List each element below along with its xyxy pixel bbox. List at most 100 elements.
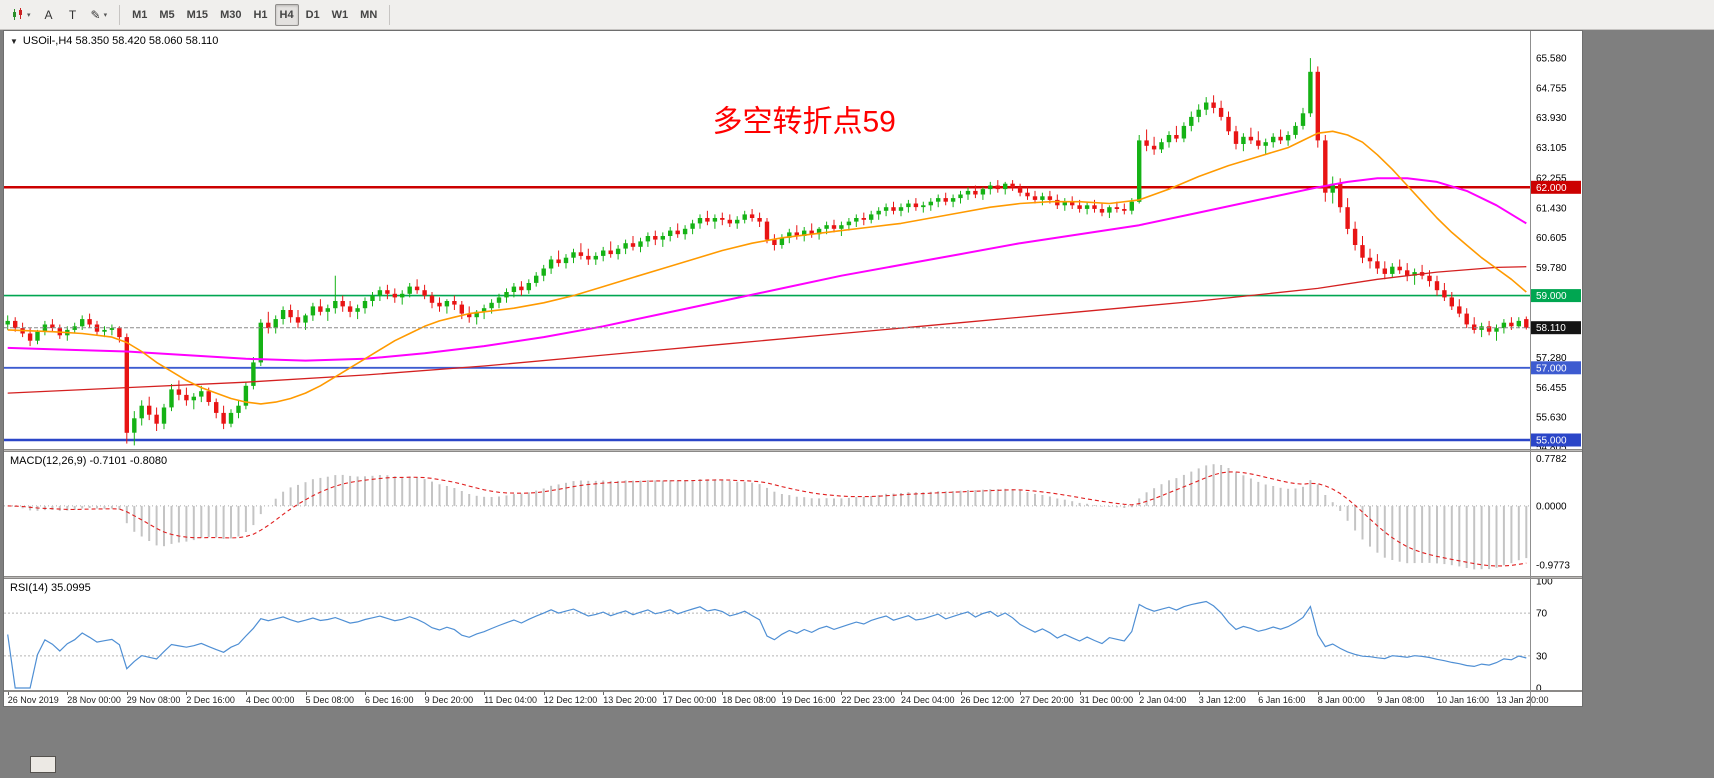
main-chart-canvas[interactable]: 65.580 64.755 63.930 63.105 62.255 61.430 60.6… [4, 31, 1582, 449]
time-axis-label: 26 Nov 2019 [7, 695, 59, 705]
timeframe-button-group: M1 M5 M15 M30 H1 H4 D1 W1 MN [127, 3, 382, 26]
ma-mid-magenta[interactable] [7, 177, 1527, 362]
svg-text:63.930: 63.930 [1536, 113, 1567, 124]
svg-text:56.455: 56.455 [1536, 383, 1567, 394]
candlestick-chart-icon [11, 8, 24, 21]
timeframe-button-m1[interactable]: M1 [127, 4, 152, 26]
time-axis-tick [841, 692, 843, 695]
svg-text:0.0000: 0.0000 [1536, 501, 1567, 512]
time-axis-label: 10 Jan 16:00 [1437, 695, 1490, 705]
time-axis-tick [662, 692, 664, 695]
time-axis-tick [305, 692, 307, 695]
time-axis-tick [1139, 692, 1141, 695]
panel-divider[interactable] [4, 576, 1582, 579]
time-axis-tick [1377, 692, 1379, 695]
price-axis-ticks: 65.580 64.755 63.930 63.105 62.255 61.430 60.6… [1536, 54, 1567, 449]
time-axis-label: 5 Dec 08:00 [305, 695, 355, 705]
timeframe-button-m15[interactable]: M15 [182, 4, 213, 26]
svg-text:59.000: 59.000 [1536, 291, 1567, 302]
time-axis-label: 17 Dec 00:00 [662, 695, 717, 705]
macd-label: MACD(12,26,9) -0.7101 -0.8080 [10, 455, 168, 467]
time-axis-tick [67, 692, 69, 695]
svg-text:55.630: 55.630 [1536, 413, 1567, 424]
time-axis-label: 9 Dec 20:00 [424, 695, 474, 705]
minimized-window-button[interactable] [30, 756, 56, 773]
time-axis-label: 13 Jan 20:00 [1496, 695, 1549, 705]
svg-text:0: 0 [1536, 684, 1542, 691]
svg-text:61.430: 61.430 [1536, 203, 1567, 214]
price-badges: 62.000 59.000 57.000 55.000 58.110 [1531, 180, 1581, 447]
macd-chart-canvas[interactable]: 0.7782 0.0000 -0.9773 [4, 452, 1582, 576]
svg-text:-0.9773: -0.9773 [1536, 561, 1570, 572]
rsi-chart-canvas[interactable]: 100 70 30 0 [4, 579, 1582, 690]
timeframe-button-h4[interactable]: H4 [274, 3, 299, 26]
panel-divider[interactable] [4, 690, 1582, 692]
ma-fast-orange[interactable] [7, 130, 1527, 405]
svg-text:64.755: 64.755 [1536, 83, 1567, 94]
timeframe-button-mn[interactable]: MN [355, 4, 382, 26]
timeframe-button-m5[interactable]: M5 [154, 4, 179, 26]
time-axis-label: 3 Jan 12:00 [1198, 695, 1246, 705]
time-axis-tick [484, 692, 486, 695]
macd-panel: 0.7782 0.0000 -0.9773 MACD(12,26,9) -0.710… [4, 452, 1582, 576]
cursor-a-button[interactable]: A [38, 4, 60, 26]
rsi-label: RSI(14) 35.0995 [10, 582, 91, 594]
annotation-text[interactable]: 多空转折点59 [713, 105, 896, 138]
time-axis-tick [365, 692, 366, 695]
time-axis-label: 2 Jan 04:00 [1139, 695, 1187, 705]
svg-text:0.7782: 0.7782 [1536, 454, 1567, 465]
macd-axis-ticks: 0.7782 0.0000 -0.9773 [1536, 454, 1570, 572]
draw-tool-button[interactable]: ✎ ▾ [86, 4, 113, 26]
time-axis-label: 22 Dec 23:00 [841, 695, 895, 705]
time-axis-tick [543, 692, 545, 695]
timeframe-button-h1[interactable]: H1 [248, 4, 272, 26]
timeframe-button-d1[interactable]: D1 [301, 4, 325, 26]
time-axis-tick [603, 692, 605, 695]
time-axis-tick [1020, 692, 1022, 695]
time-axis[interactable]: 26 Nov 2019 28 Nov 00:00 29 Nov 08:00 2 Dec… [4, 692, 1582, 706]
chart-window: 65.580 64.755 63.930 63.105 62.255 61.430 60.6… [3, 30, 1583, 707]
svg-text:57.000: 57.000 [1536, 363, 1567, 374]
time-axis-tick [245, 692, 247, 695]
svg-text:58.110: 58.110 [1536, 323, 1566, 334]
time-axis-tick [126, 692, 128, 695]
time-axis-label: 24 Dec 04:00 [901, 695, 955, 705]
caret-down-icon: ▾ [103, 11, 108, 19]
svg-text:60.605: 60.605 [1536, 233, 1567, 244]
time-axis-label: 27 Dec 20:00 [1020, 695, 1074, 705]
timeframe-button-m30[interactable]: M30 [215, 4, 246, 26]
time-axis-label: 11 Dec 04:00 [484, 695, 537, 705]
time-axis-tick [186, 692, 188, 695]
time-axis-tick [960, 692, 962, 695]
toolbar-separator [389, 4, 391, 25]
ma-slow-red[interactable] [7, 266, 1527, 394]
time-axis-tick [1198, 692, 1200, 695]
svg-text:57.280: 57.280 [1536, 353, 1567, 364]
collapse-panel-icon[interactable]: ▼ [10, 36, 18, 46]
svg-text:59.780: 59.780 [1536, 263, 1567, 274]
chart-title: ▼ USOil-,H4 58.350 58.420 58.060 58.110 [10, 35, 218, 47]
time-axis-tick [7, 692, 9, 695]
svg-text:63.105: 63.105 [1536, 143, 1567, 154]
time-axis-label: 31 Dec 00:00 [1079, 695, 1134, 705]
panel-divider[interactable] [4, 449, 1582, 452]
time-axis-tick [1258, 692, 1260, 695]
time-axis-tick [1496, 692, 1498, 695]
toolbar: ▾ A T ✎ ▾ M1 M5 M15 M30 H1 H4 D1 W1 MN [0, 0, 1714, 30]
time-axis-label: 29 Nov 08:00 [126, 695, 181, 705]
rsi-line [7, 600, 1527, 689]
time-axis-tick [722, 692, 724, 695]
time-axis-label: 6 Jan 16:00 [1258, 695, 1306, 705]
text-tool-button[interactable]: T [62, 4, 84, 26]
svg-text:55.000: 55.000 [1536, 436, 1567, 447]
candles-layer[interactable] [5, 58, 1529, 446]
timeframe-button-w1[interactable]: W1 [327, 4, 354, 26]
chart-type-button[interactable]: ▾ [6, 4, 36, 26]
time-axis-label: 9 Jan 08:00 [1377, 695, 1425, 705]
macd-signal-line [7, 471, 1527, 567]
time-axis-tick [1437, 692, 1438, 695]
rsi-axis-ticks: 100 70 30 0 [1536, 579, 1553, 690]
time-axis-label: 19 Dec 16:00 [781, 695, 836, 705]
toolbar-separator [119, 4, 121, 25]
level-lines[interactable] [4, 186, 1530, 442]
